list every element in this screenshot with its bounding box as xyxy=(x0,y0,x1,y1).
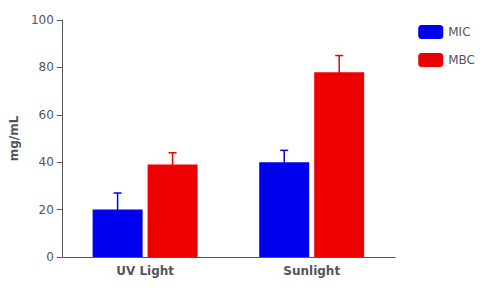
svg-text:UV Light: UV Light xyxy=(116,264,174,278)
svg-text:80: 80 xyxy=(39,60,54,74)
svg-text:60: 60 xyxy=(39,108,54,122)
svg-text:MIC: MIC xyxy=(448,25,470,39)
svg-text:0: 0 xyxy=(46,250,54,264)
svg-text:40: 40 xyxy=(39,155,54,169)
svg-text:mg/mL: mg/mL xyxy=(7,115,21,161)
svg-text:MBC: MBC xyxy=(448,53,475,67)
svg-text:100: 100 xyxy=(31,13,54,27)
svg-text:20: 20 xyxy=(39,203,54,217)
svg-text:Sunlight: Sunlight xyxy=(283,264,340,278)
